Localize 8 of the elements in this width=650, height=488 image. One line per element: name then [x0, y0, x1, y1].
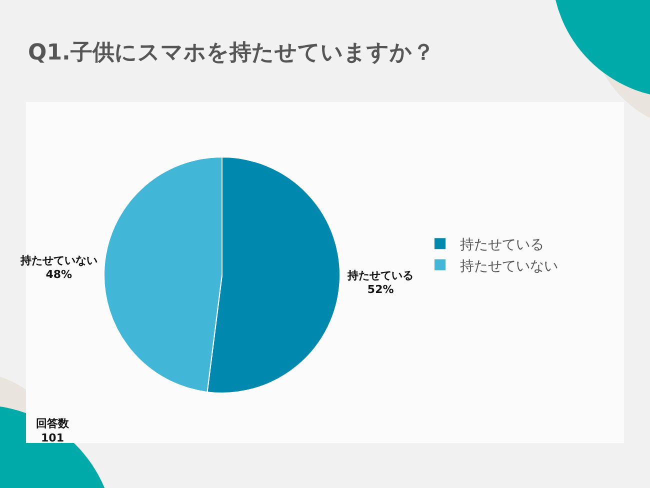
chart-title: Q1.子供にスマホを持たせていますか？ [28, 40, 434, 66]
legend-label: 持たせていない [460, 258, 558, 274]
data-label: 48% [46, 268, 72, 282]
data-label: 52% [367, 283, 394, 296]
slice-label: 持たせている [346, 268, 414, 282]
legend-label: 持たせている [460, 237, 544, 254]
text: 回答数 101 [36, 417, 70, 444]
slice-label: 持たせていない [19, 254, 98, 267]
